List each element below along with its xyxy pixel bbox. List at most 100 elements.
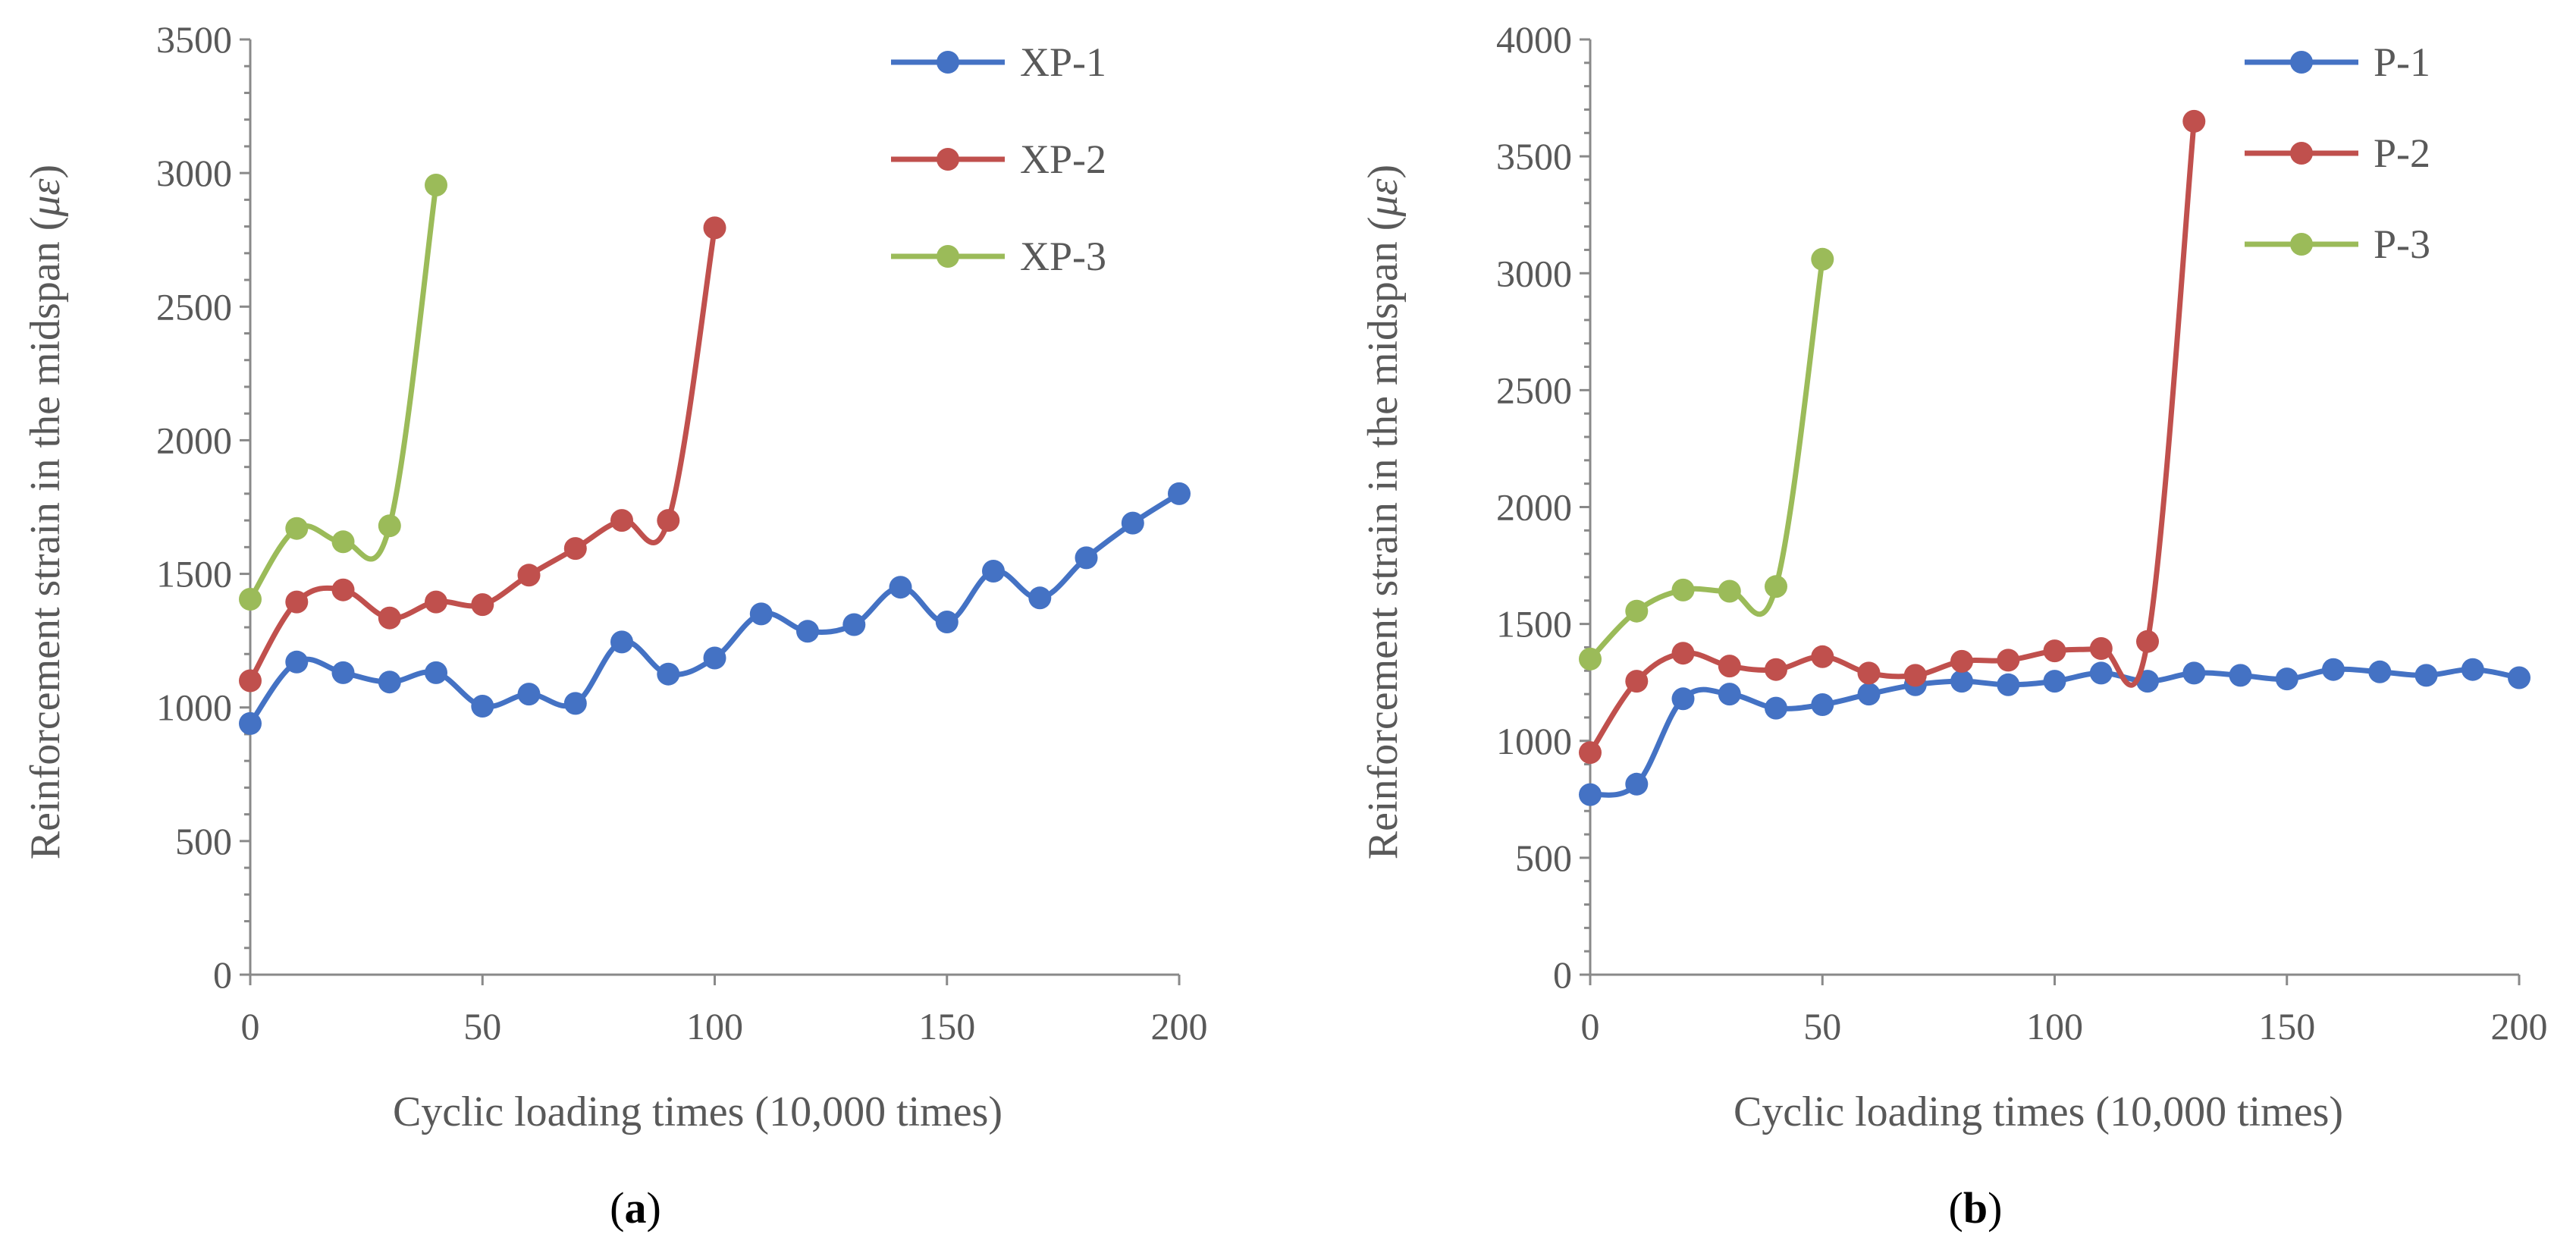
chart-panel-a: 0 500 1000 1500 2000 2500 3000 3500 0 50 100 150 20… — [22, 18, 1208, 1233]
data-point-P-3 — [1718, 579, 1741, 603]
data-point-P-1 — [2182, 661, 2206, 685]
data-point-P-3 — [1625, 599, 1649, 623]
data-point-P-1 — [1997, 673, 2020, 696]
legend-swatch-marker — [937, 148, 959, 171]
data-point-XP-3 — [285, 517, 309, 540]
y-tick-label: 500 — [1515, 837, 1572, 879]
data-point-P-2 — [2182, 109, 2206, 133]
data-point-P-1 — [2322, 658, 2345, 681]
legend-swatch-marker — [2290, 233, 2313, 256]
data-point-P-2 — [1950, 649, 1973, 673]
data-point-XP-2 — [378, 606, 401, 630]
data-point-XP-2 — [657, 509, 680, 532]
data-point-P-1 — [1625, 772, 1649, 796]
data-point-P-1 — [1579, 783, 1602, 806]
data-point-P-1 — [2089, 661, 2113, 685]
legend-swatch-marker — [937, 245, 959, 268]
data-point-XP-1 — [889, 576, 912, 599]
series-P-3 — [1579, 247, 1834, 671]
legend-label: P-2 — [2374, 130, 2430, 176]
data-point-P-2 — [1765, 658, 1787, 681]
y-tick-label: 1500 — [1496, 603, 1572, 645]
y-tick-label: 3000 — [156, 152, 232, 194]
data-point-P-2 — [1997, 649, 2020, 672]
x-tick-label: 200 — [2491, 1005, 2548, 1047]
data-point-XP-1 — [331, 661, 355, 684]
data-point-XP-1 — [935, 611, 959, 633]
data-point-P-2 — [1857, 661, 1881, 685]
legend-swatch-marker — [2290, 142, 2313, 165]
legend-swatch-marker — [937, 51, 959, 74]
data-point-XP-1 — [703, 646, 726, 670]
y-axis-title-b: Reinforcement strain in the midspan (με) — [1360, 165, 1407, 859]
legend-item-P-1: P-1 — [2245, 39, 2430, 85]
legend-label: P-1 — [2374, 39, 2430, 85]
y-tick-label: 3000 — [1496, 252, 1572, 294]
y-tick-label: 2500 — [156, 285, 232, 328]
x-tick-label: 150 — [2258, 1005, 2315, 1047]
data-point-XP-3 — [239, 588, 262, 611]
x-tick-label: 150 — [918, 1005, 975, 1047]
legend-item-P-2: P-2 — [2245, 130, 2430, 176]
y-axis-b: 0 500 1000 1500 2000 2500 3000 3500 4000 — [1496, 18, 1592, 996]
x-tick-label: 0 — [1581, 1005, 1600, 1047]
legend-item-XP-1: XP-1 — [891, 39, 1106, 85]
series-XP-2 — [239, 216, 726, 693]
data-point-P-1 — [2368, 660, 2392, 683]
data-point-XP-2 — [471, 593, 494, 617]
data-point-P-1 — [2461, 658, 2484, 681]
x-axis-b: 0 50 100 150 200 — [1581, 973, 2548, 1047]
legend-label: P-3 — [2374, 221, 2430, 267]
data-point-XP-2 — [517, 564, 541, 587]
x-tick-label: 200 — [1151, 1005, 1208, 1047]
series-P-2 — [1579, 109, 2206, 765]
data-point-XP-1 — [610, 630, 633, 654]
series-layer-b — [1579, 109, 2531, 806]
data-point-P-3 — [1811, 247, 1834, 271]
y-tick-label: 2000 — [156, 419, 232, 461]
data-point-XP-2 — [331, 578, 355, 601]
data-point-XP-2 — [285, 590, 309, 614]
data-point-P-1 — [2508, 666, 2531, 689]
y-axis-title-a: Reinforcement strain in the midspan (με) — [22, 165, 69, 859]
data-point-XP-1 — [285, 650, 309, 674]
x-axis-a: 0 50 100 150 200 — [241, 973, 1208, 1047]
y-tick-label: 500 — [175, 820, 232, 862]
data-point-P-1 — [1671, 687, 1695, 711]
data-point-XP-2 — [563, 537, 587, 561]
x-tick-label: 0 — [241, 1005, 260, 1047]
data-point-XP-2 — [239, 669, 262, 693]
x-tick-label: 50 — [463, 1005, 501, 1047]
data-point-P-1 — [2229, 664, 2252, 687]
y-tick-label: 0 — [1553, 953, 1572, 996]
data-point-XP-1 — [982, 560, 1005, 583]
data-point-P-2 — [1903, 664, 1927, 687]
data-point-XP-1 — [842, 613, 866, 636]
y-tick-label: 1000 — [156, 686, 232, 729]
data-point-P-1 — [1718, 683, 1741, 706]
data-point-XP-1 — [1075, 546, 1098, 570]
data-point-XP-3 — [425, 174, 447, 196]
legend-item-XP-2: XP-2 — [891, 137, 1106, 182]
series-layer-a — [239, 174, 1191, 735]
x-axis-title-a: Cyclic loading times (10,000 times) — [393, 1088, 1002, 1135]
data-point-P-1 — [2275, 667, 2298, 691]
series-P-1 — [1579, 658, 2531, 806]
y-tick-label: 2000 — [1496, 486, 1572, 529]
data-point-P-2 — [2089, 637, 2113, 660]
legend-swatch-marker — [2290, 51, 2313, 74]
y-tick-label: 0 — [213, 953, 232, 996]
data-point-XP-1 — [378, 671, 401, 694]
x-tick-label: 100 — [686, 1005, 743, 1047]
data-point-P-2 — [1625, 670, 1649, 693]
data-point-XP-1 — [1028, 586, 1052, 610]
data-point-XP-1 — [425, 661, 447, 684]
data-point-P-2 — [1811, 645, 1834, 668]
data-point-P-2 — [2043, 639, 2066, 663]
y-tick-label: 3500 — [1496, 135, 1572, 177]
data-point-XP-2 — [610, 509, 633, 532]
data-point-XP-2 — [703, 216, 726, 240]
data-point-P-1 — [1950, 670, 1973, 693]
data-point-P-1 — [1811, 693, 1834, 716]
